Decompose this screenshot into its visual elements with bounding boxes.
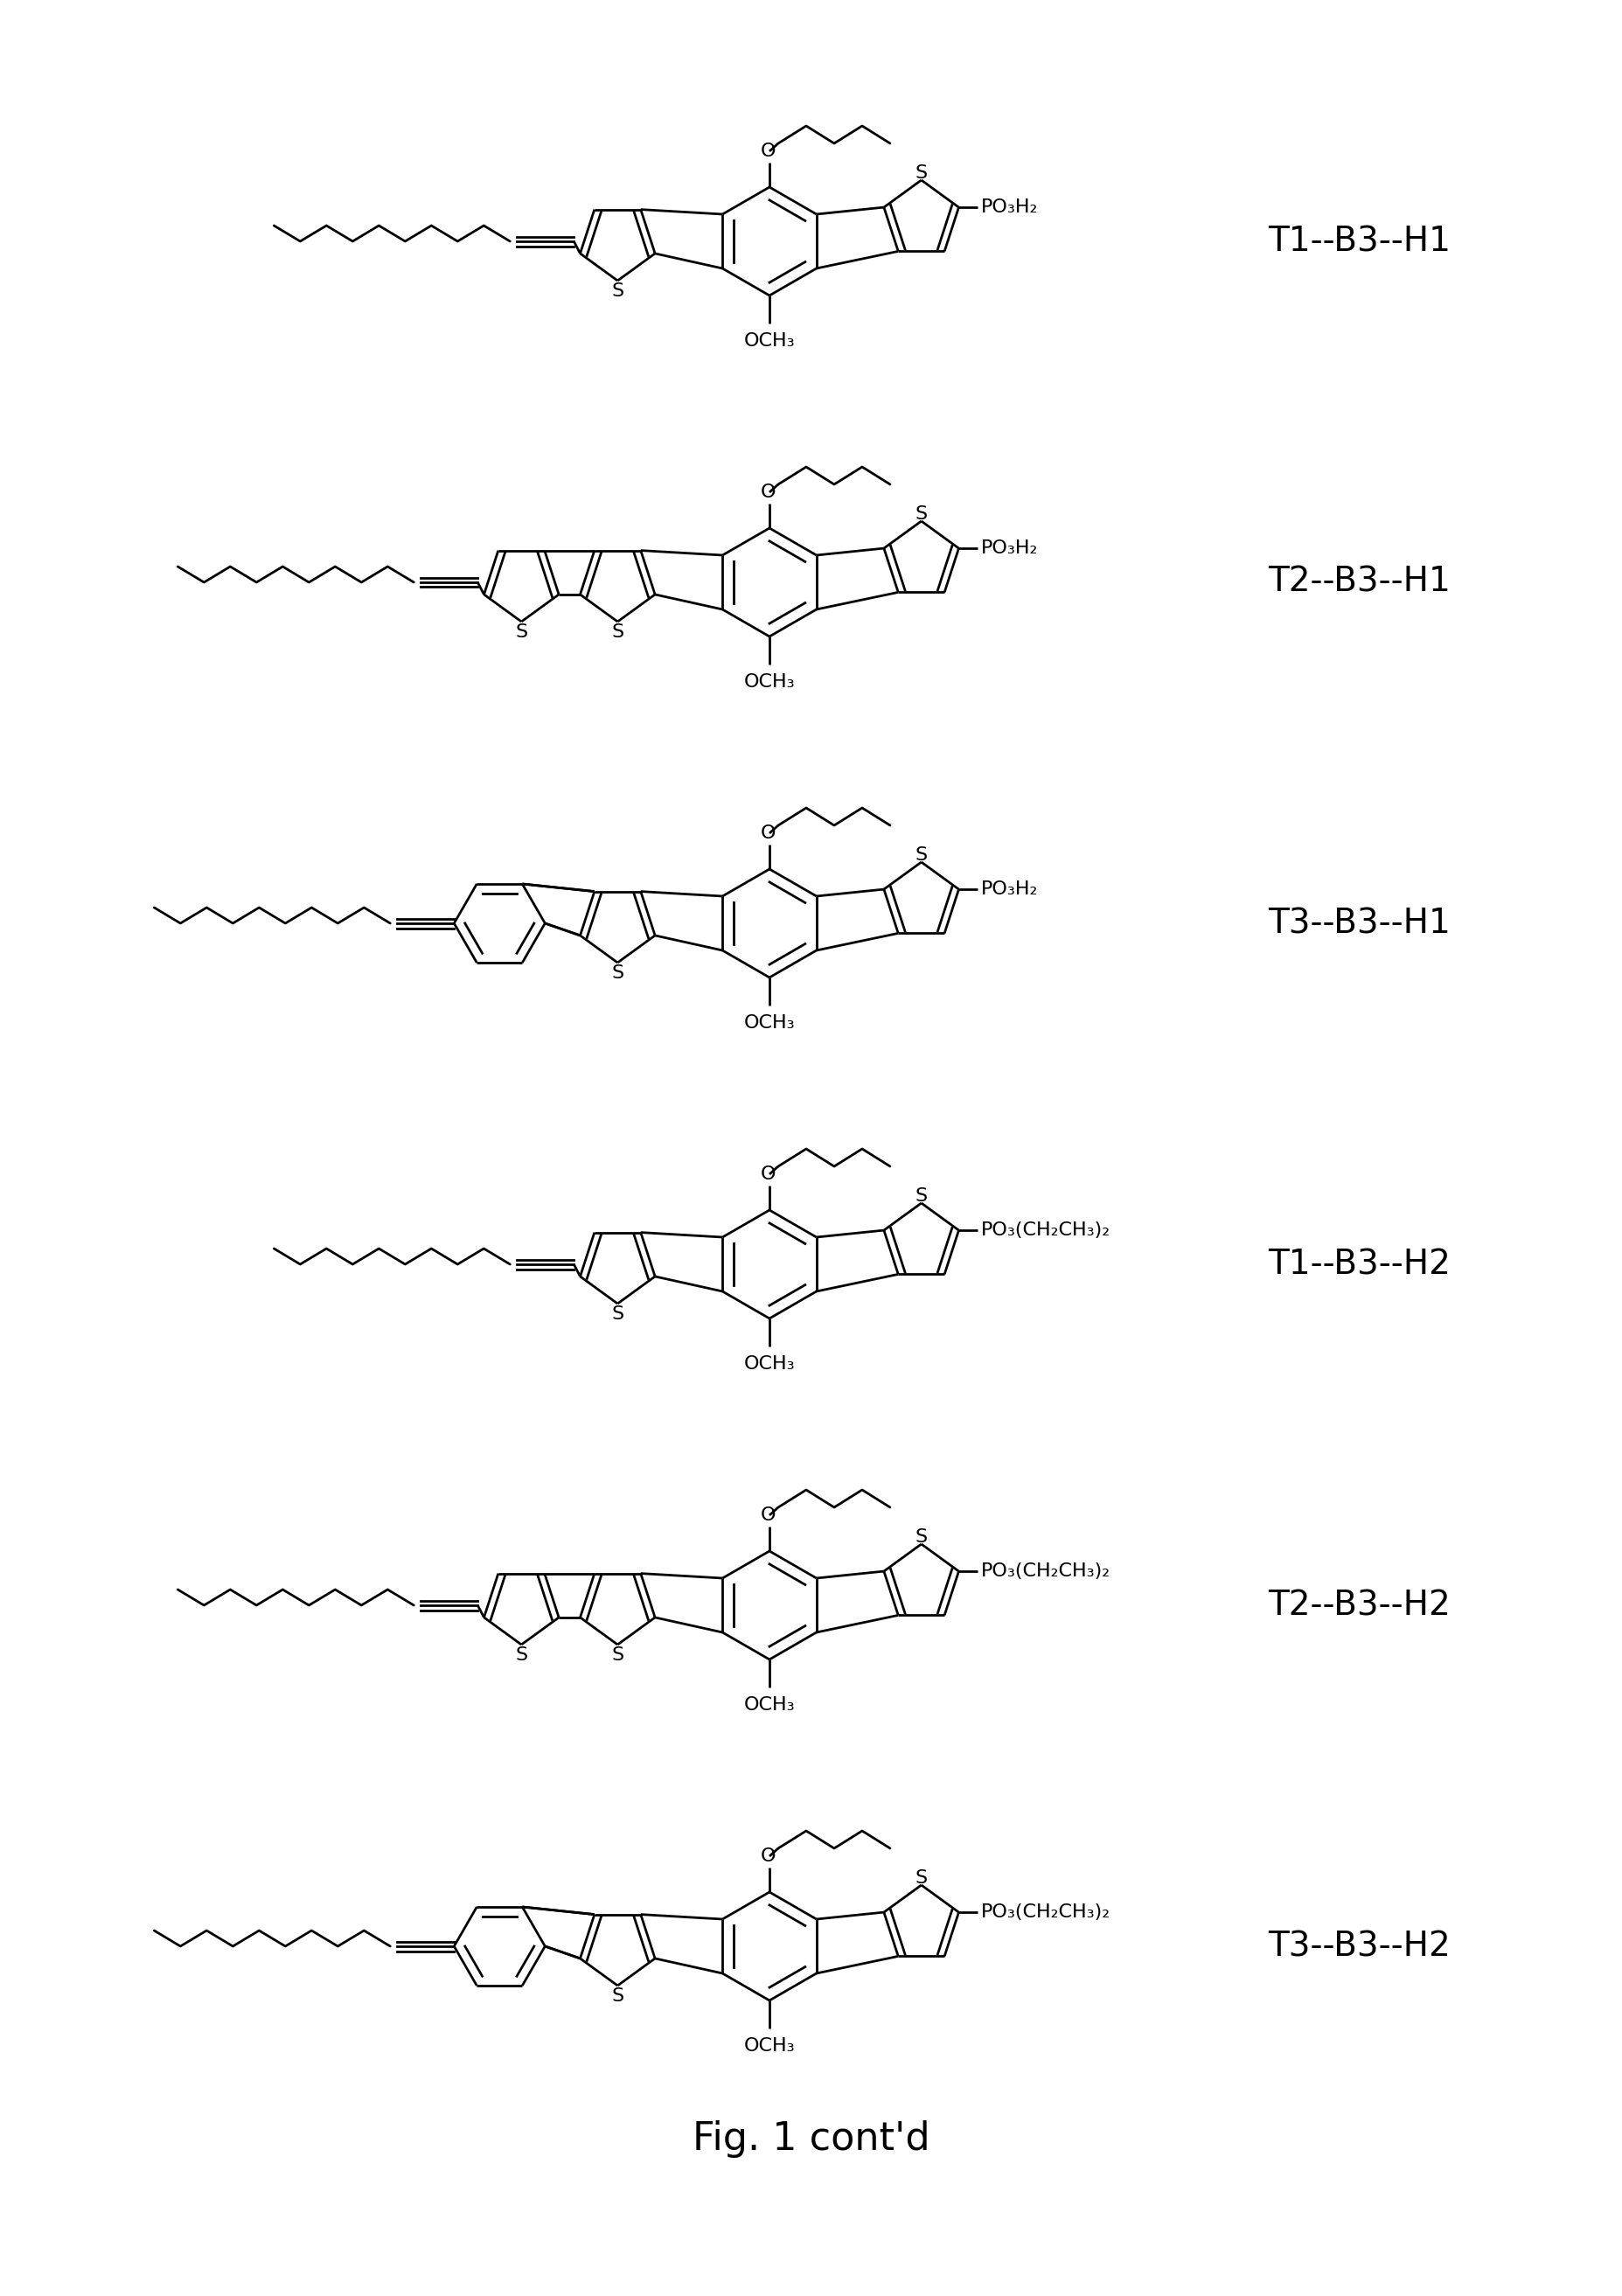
Text: S: S	[611, 1988, 623, 2004]
Text: O: O	[759, 1506, 775, 1525]
Text: O: O	[759, 824, 775, 843]
Text: S: S	[514, 625, 527, 641]
Text: S: S	[915, 505, 928, 523]
Text: O: O	[759, 1848, 775, 1864]
Text: PO₃H₂: PO₃H₂	[980, 540, 1036, 558]
Text: T3--B3--H1: T3--B3--H1	[1267, 907, 1450, 939]
Text: T1--B3--H2: T1--B3--H2	[1267, 1247, 1450, 1281]
Text: OCH₃: OCH₃	[743, 2037, 795, 2055]
Text: T2--B3--H2: T2--B3--H2	[1267, 1589, 1450, 1621]
Text: OCH₃: OCH₃	[743, 1355, 795, 1373]
Text: OCH₃: OCH₃	[743, 673, 795, 691]
Text: O: O	[759, 484, 775, 501]
Text: PO₃(CH₂CH₃)₂: PO₃(CH₂CH₃)₂	[980, 1903, 1109, 1922]
Text: Fig. 1 cont'd: Fig. 1 cont'd	[693, 2119, 929, 2158]
Text: S: S	[915, 1529, 928, 1545]
Text: OCH₃: OCH₃	[743, 1015, 795, 1031]
Text: O: O	[759, 1166, 775, 1182]
Text: S: S	[611, 625, 623, 641]
Text: S: S	[611, 282, 623, 301]
Text: S: S	[915, 1187, 928, 1205]
Text: T3--B3--H2: T3--B3--H2	[1267, 1929, 1450, 1963]
Text: PO₃(CH₂CH₃)₂: PO₃(CH₂CH₃)₂	[980, 1564, 1109, 1580]
Text: S: S	[611, 1646, 623, 1665]
Text: PO₃H₂: PO₃H₂	[980, 197, 1036, 216]
Text: S: S	[611, 1306, 623, 1322]
Text: S: S	[514, 1646, 527, 1665]
Text: T1--B3--H1: T1--B3--H1	[1267, 225, 1450, 257]
Text: OCH₃: OCH₃	[743, 333, 795, 349]
Text: T2--B3--H1: T2--B3--H1	[1267, 565, 1450, 599]
Text: S: S	[611, 964, 623, 983]
Text: PO₃(CH₂CH₃)₂: PO₃(CH₂CH₃)₂	[980, 1221, 1109, 1240]
Text: S: S	[915, 165, 928, 181]
Text: S: S	[915, 847, 928, 863]
Text: S: S	[915, 1869, 928, 1887]
Text: O: O	[759, 142, 775, 161]
Text: OCH₃: OCH₃	[743, 1697, 795, 1713]
Text: PO₃H₂: PO₃H₂	[980, 882, 1036, 898]
